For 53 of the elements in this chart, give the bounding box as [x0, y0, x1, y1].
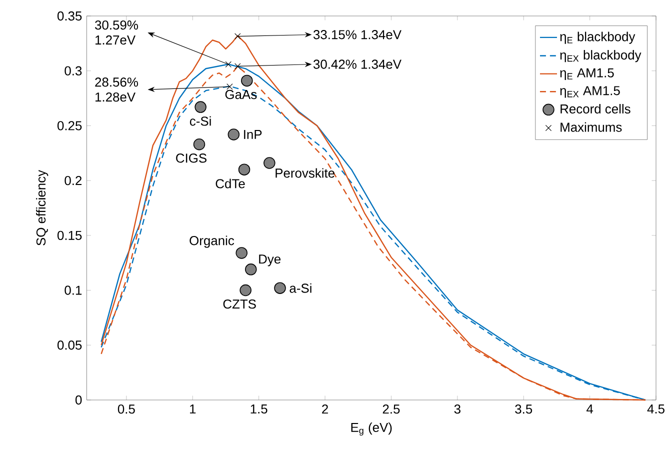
- y-tick-label: 0.25: [57, 121, 82, 130]
- y-tick-label: 0.15: [57, 230, 82, 240]
- point: [244, 264, 257, 276]
- legend-label: Record cells: [560, 104, 630, 114]
- point: [240, 284, 252, 296]
- y-tick-label: 0.1: [64, 286, 82, 295]
- annotation: c-Si: [190, 116, 211, 126]
- y-tick-label: 0.3: [64, 66, 82, 76]
- point: [226, 84, 233, 90]
- point: [274, 282, 286, 294]
- annotation: InP: [244, 130, 262, 139]
- point: [236, 247, 248, 259]
- annotation: 33.15% 1.34eV: [313, 30, 402, 40]
- point: [234, 63, 241, 70]
- point: [225, 61, 232, 68]
- y-tick-label: 0.2: [64, 176, 82, 186]
- point: [241, 74, 253, 87]
- x-tick-label: 1: [190, 404, 196, 414]
- annotation: Organic: [190, 236, 234, 248]
- y-axis-title: SQ efficiency: [36, 170, 48, 246]
- annotation: GaAs: [225, 90, 257, 100]
- point: [194, 101, 206, 113]
- annotation: CIGS: [176, 154, 206, 163]
- point: [234, 33, 241, 40]
- annotation: 30.42% 1.34eV: [313, 60, 402, 69]
- annotation: 28.56% 1.28eV: [95, 78, 138, 102]
- annotation: Dye: [259, 254, 281, 266]
- x-tick-label: 3.5: [515, 404, 532, 414]
- x-tick-label: 4.5: [647, 404, 664, 414]
- point: [193, 138, 206, 150]
- x-tick-label: 3: [454, 404, 460, 414]
- annotation: 30.59% 1.27eV: [95, 20, 138, 45]
- x-tick-label: 2.5: [382, 404, 400, 414]
- y-tick-label: 0.05: [57, 340, 82, 350]
- legend-label: η$_{EX}$ blackbody: [560, 50, 642, 62]
- annotation: CdTe: [216, 178, 245, 188]
- point: [228, 128, 240, 140]
- annotation: Perovskite: [276, 168, 334, 178]
- y-tick-label: 0: [75, 395, 82, 405]
- x-tick-label: 2: [322, 404, 328, 414]
- annotation: CZTS: [223, 299, 256, 309]
- legend-label: η$_{EX}$ AM1.5: [560, 86, 620, 98]
- x-axis-title: E$_{g}$ (eV): [351, 422, 392, 436]
- legend-label: Maximums: [560, 122, 622, 132]
- y-tick-label: 0.35: [57, 11, 82, 21]
- annotation: a-Si: [290, 283, 312, 293]
- x-tick-label: 1.5: [250, 404, 268, 414]
- legend-label: η$_{E}$ blackbody: [560, 32, 636, 44]
- legend-label: η$_{E}$ AM1.5: [560, 68, 614, 80]
- x-tick-label: 4: [586, 404, 594, 414]
- x-tick-label: 0.5: [118, 404, 135, 414]
- point: [264, 157, 276, 169]
- point: [238, 164, 250, 176]
